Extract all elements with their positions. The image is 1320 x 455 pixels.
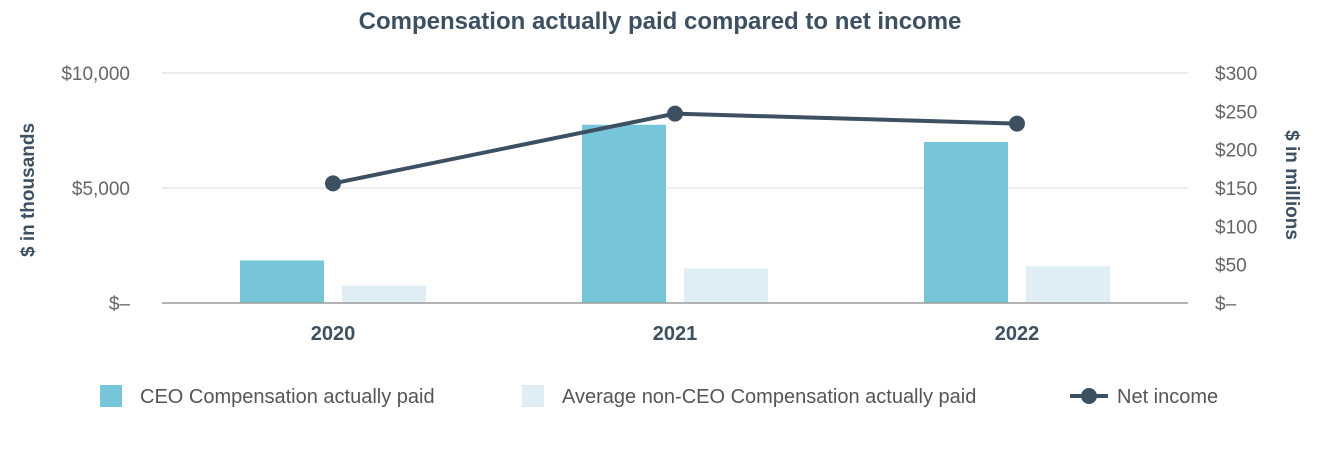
right-axis-tick-label: $300 xyxy=(1215,64,1257,85)
right-axis-tick-label: $50 xyxy=(1215,256,1247,277)
right-axis-ticks: $– $50 $100 $150 $200 $250 $300 xyxy=(1215,64,1257,315)
left-axis-label: $ in thousands xyxy=(18,123,39,257)
net-income-line xyxy=(332,111,1018,186)
line-layer xyxy=(325,105,1025,192)
bar-non-ceo-2022 xyxy=(1026,266,1110,303)
net-income-point-2022 xyxy=(1009,115,1025,132)
legend: CEO Compensation actually paid Average no… xyxy=(100,385,1218,408)
right-axis-tick-label: $150 xyxy=(1215,179,1257,200)
left-axis-tick-label: $– xyxy=(109,294,131,315)
net-income-point-2021 xyxy=(667,105,683,122)
legend-swatch xyxy=(522,385,544,407)
bar-non-ceo-2020 xyxy=(342,285,426,303)
legend-line-marker xyxy=(1081,388,1097,404)
category-label: 2022 xyxy=(995,323,1040,345)
right-axis-tick-label: $100 xyxy=(1215,217,1257,238)
legend-label: Average non-CEO Compensation actually pa… xyxy=(562,386,976,408)
legend-label: CEO Compensation actually paid xyxy=(140,386,435,408)
x-axis-category-labels: 2020 2021 2022 xyxy=(311,323,1040,345)
right-axis-tick-label: $200 xyxy=(1215,141,1257,162)
bar-non-ceo-2021 xyxy=(684,268,768,303)
legend-swatch xyxy=(100,385,122,407)
category-label: 2021 xyxy=(653,323,698,345)
right-axis-tick-label: $– xyxy=(1215,294,1237,315)
left-axis-ticks: $– $5,000 $10,000 xyxy=(61,64,130,315)
gridlines xyxy=(162,72,1188,189)
category-label: 2020 xyxy=(311,323,356,345)
right-axis-tick-label: $250 xyxy=(1215,102,1257,123)
legend-label: Net income xyxy=(1117,386,1218,408)
bar-ceo-2020 xyxy=(240,260,324,303)
left-axis-tick-label: $5,000 xyxy=(72,179,130,200)
bar-ceo-2022 xyxy=(924,142,1008,303)
right-axis-label: $ in millions xyxy=(1281,130,1302,240)
net-income-point-2020 xyxy=(325,175,341,192)
left-axis-tick-label: $10,000 xyxy=(61,64,130,85)
bar-ceo-2021 xyxy=(582,124,666,303)
bar-layer xyxy=(240,124,1110,303)
chart-title: Compensation actually paid compared to n… xyxy=(359,8,962,35)
